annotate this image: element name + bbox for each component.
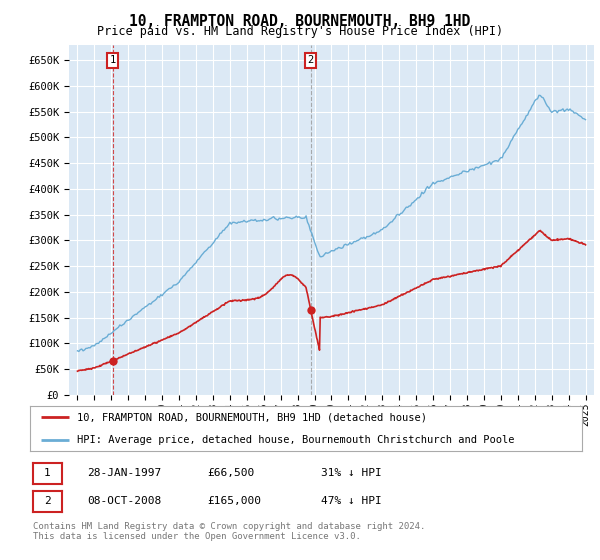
Text: This data is licensed under the Open Government Licence v3.0.: This data is licensed under the Open Gov… [33,532,361,541]
Text: 28-JAN-1997: 28-JAN-1997 [87,468,161,478]
Text: 1: 1 [44,468,51,478]
Text: 31% ↓ HPI: 31% ↓ HPI [321,468,382,478]
Text: £66,500: £66,500 [207,468,254,478]
Text: 1: 1 [109,55,116,66]
Text: Contains HM Land Registry data © Crown copyright and database right 2024.: Contains HM Land Registry data © Crown c… [33,522,425,531]
Text: HPI: Average price, detached house, Bournemouth Christchurch and Poole: HPI: Average price, detached house, Bour… [77,435,514,445]
Text: 10, FRAMPTON ROAD, BOURNEMOUTH, BH9 1HD: 10, FRAMPTON ROAD, BOURNEMOUTH, BH9 1HD [130,14,470,29]
Text: 2: 2 [44,496,51,506]
Text: Price paid vs. HM Land Registry's House Price Index (HPI): Price paid vs. HM Land Registry's House … [97,25,503,38]
Text: 10, FRAMPTON ROAD, BOURNEMOUTH, BH9 1HD (detached house): 10, FRAMPTON ROAD, BOURNEMOUTH, BH9 1HD … [77,412,427,422]
Text: 2: 2 [308,55,314,66]
Text: £165,000: £165,000 [207,496,261,506]
Text: 08-OCT-2008: 08-OCT-2008 [87,496,161,506]
Text: 47% ↓ HPI: 47% ↓ HPI [321,496,382,506]
